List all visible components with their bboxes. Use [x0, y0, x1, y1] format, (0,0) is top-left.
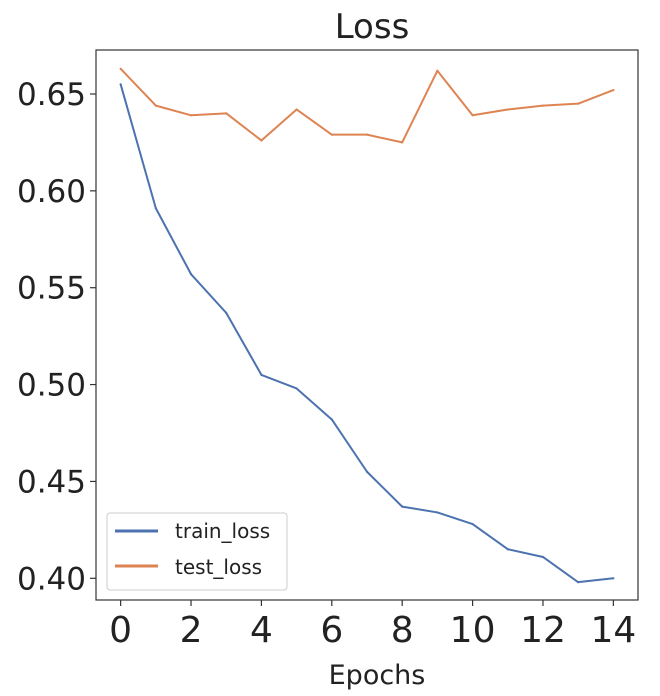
y-tick-label: 0.40 [17, 561, 86, 597]
x-tick-label: 0 [109, 610, 132, 651]
x-tick-label: 6 [320, 610, 343, 651]
data-point-train-loss [436, 511, 439, 514]
y-tick-label: 0.50 [17, 368, 86, 404]
data-point-train-loss [330, 418, 333, 421]
y-tick-label: 0.65 [17, 77, 86, 113]
x-tick-label: 8 [391, 610, 414, 651]
data-point-test-loss [154, 104, 157, 107]
data-point-test-loss [471, 114, 474, 117]
data-point-train-loss [577, 581, 580, 584]
data-point-test-loss [119, 67, 122, 70]
x-tick-label: 12 [520, 610, 566, 651]
data-point-test-loss [401, 141, 404, 144]
y-tick-label: 0.60 [17, 174, 86, 210]
data-point-test-loss [541, 104, 545, 107]
x-axis-ticks: 0 2 4 6 8 10 12 14 [109, 600, 636, 651]
data-point-test-loss [189, 114, 193, 117]
data-point-test-loss [612, 89, 615, 92]
data-point-test-loss [506, 108, 509, 111]
data-point-test-loss [225, 112, 228, 115]
legend-label-train-loss: train_loss [175, 519, 270, 543]
data-point-train-loss [119, 83, 122, 86]
data-point-test-loss [295, 108, 298, 111]
y-axis-ticks: 0.40 0.45 0.50 0.55 0.60 0.65 [17, 77, 96, 597]
data-point-train-loss [506, 548, 509, 551]
plot-area [95, 49, 639, 601]
x-tick-label: 2 [180, 610, 203, 651]
x-axis-label: Epochs [329, 660, 426, 691]
y-tick-label: 0.45 [17, 464, 86, 500]
data-point-train-loss [295, 387, 298, 390]
data-point-train-loss [154, 207, 157, 210]
data-point-test-loss [260, 139, 263, 142]
x-tick-label: 10 [450, 610, 496, 651]
series-lines [119, 67, 615, 584]
data-point-train-loss [401, 505, 404, 508]
data-point-train-loss [541, 555, 545, 559]
data-point-train-loss [225, 311, 228, 314]
legend-label-test-loss: test_loss [175, 555, 262, 579]
data-point-test-loss [365, 133, 369, 136]
data-point-train-loss [189, 273, 193, 276]
legend: train_loss test_loss [106, 512, 288, 591]
x-tick-label: 4 [250, 610, 273, 651]
data-point-test-loss [330, 133, 333, 136]
data-point-train-loss [365, 470, 369, 473]
x-tick-label: 14 [590, 610, 636, 651]
data-point-test-loss [577, 102, 580, 105]
data-point-train-loss [260, 373, 263, 376]
data-point-train-loss [471, 522, 474, 526]
chart-title: Loss [335, 7, 410, 47]
y-tick-label: 0.55 [17, 271, 86, 307]
data-point-train-loss [612, 577, 615, 580]
data-point-test-loss [436, 69, 439, 72]
